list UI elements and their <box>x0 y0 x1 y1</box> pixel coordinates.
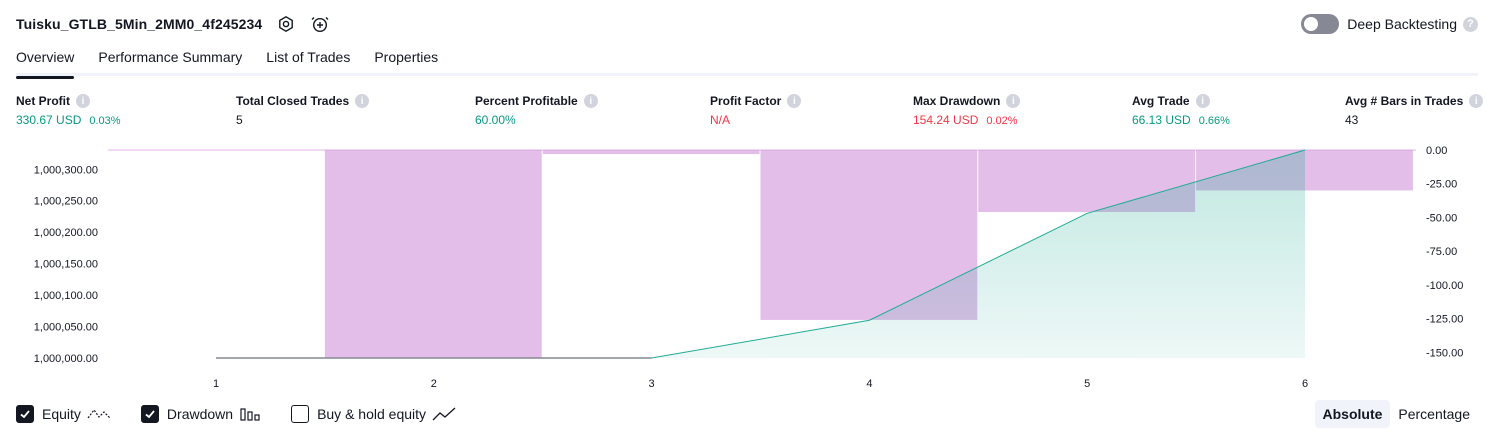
chart-canvas: 1,000,000.00 1,000,050.00 1,000,100.00 1,00… <box>34 145 1464 390</box>
alarm-add-icon[interactable] <box>310 14 330 34</box>
question-icon[interactable]: ? <box>1463 16 1478 32</box>
stat-value: N/A <box>710 113 731 127</box>
left-axis-tick-label: 1,000,100.00 <box>34 290 98 302</box>
right-axis-tick-label: -75.00 <box>1426 246 1457 258</box>
left-axis-tick-label: 1,000,000.00 <box>34 353 98 365</box>
deep-backtesting-label: Deep Backtesting <box>1347 16 1457 32</box>
info-icon[interactable]: i <box>1469 94 1484 108</box>
stat-label: Avg # Bars in Trades <box>1345 94 1464 108</box>
equity-checkbox[interactable] <box>16 405 34 423</box>
value-mode-switch: Absolute Percentage <box>1314 400 1479 428</box>
left-axis-tick-label: 1,000,050.00 <box>34 322 98 334</box>
right-axis-tick-label: -125.00 <box>1426 314 1463 326</box>
equity-line-icon <box>87 406 111 422</box>
stat-label: Total Closed Trades <box>236 94 350 108</box>
toggle-knob <box>1304 17 1319 31</box>
info-icon[interactable]: i <box>787 94 802 108</box>
info-icon[interactable]: i <box>76 94 90 108</box>
info-icon[interactable]: i <box>355 94 370 108</box>
legend-buy-hold-equity[interactable]: Buy & hold equity <box>291 405 456 423</box>
stat-label: Profit Factor <box>710 94 782 108</box>
stat-value: 154.24 USD <box>913 113 979 127</box>
tab-properties[interactable]: Properties <box>374 49 439 65</box>
x-axis-tick-label: 2 <box>431 378 437 390</box>
info-icon[interactable]: i <box>1195 94 1210 108</box>
drawdown-bar <box>324 150 542 358</box>
equity-line <box>651 149 1306 359</box>
info-icon[interactable]: i <box>1006 94 1021 108</box>
stat-label: Net Profit <box>16 94 70 108</box>
right-axis-tick-label: -50.00 <box>1426 212 1457 224</box>
chart-legend: Equity Drawdown Buy & hold equity <box>16 403 486 425</box>
stat-avg-bars-in-trades: Avg # Bars in Trades i 43 <box>1345 93 1484 129</box>
stat-label: Max Drawdown <box>913 94 1001 108</box>
stat-net-profit: Net Profit i 330.67 USD 0.03% <box>16 93 121 129</box>
left-axis-tick-label: 1,000,250.00 <box>34 196 98 208</box>
stat-percent: 0.66% <box>1198 115 1230 127</box>
stat-label: Avg Trade <box>1132 94 1190 108</box>
legend-equity[interactable]: Equity <box>16 405 111 423</box>
tab-performance-summary[interactable]: Performance Summary <box>98 49 243 65</box>
stat-value: 330.67 USD <box>16 113 82 127</box>
stat-percent-profitable: Percent Profitable i 60.00% <box>475 93 598 129</box>
x-axis-tick-label: 6 <box>1302 378 1308 390</box>
stat-value: 5 <box>236 113 243 127</box>
right-axis-tick-label: 0.00 <box>1426 145 1447 157</box>
x-axis-tick-label: 4 <box>866 378 872 390</box>
report-tabs: Overview Performance Summary List of Tra… <box>16 42 1478 79</box>
stat-avg-trade: Avg Trade i 66.13 USD 0.66% <box>1132 93 1230 129</box>
legend-label: Buy & hold equity <box>317 406 427 422</box>
left-axis-tick-label: 1,000,300.00 <box>34 164 98 176</box>
legend-drawdown[interactable]: Drawdown <box>140 405 261 423</box>
tab-overview[interactable]: Overview <box>16 42 75 79</box>
stat-total-closed-trades: Total Closed Trades i 5 <box>236 93 370 129</box>
stat-value: 66.13 USD <box>1132 113 1191 127</box>
equity-drawdown-chart[interactable]: 1,000,000.00 1,000,050.00 1,000,100.00 1,00… <box>0 140 1494 395</box>
stat-profit-factor: Profit Factor i N/A <box>710 93 802 129</box>
x-axis-tick-label: 3 <box>649 378 655 390</box>
x-axis-tick-label: 1 <box>213 378 219 390</box>
deep-backtesting-toggle[interactable] <box>1301 14 1340 34</box>
stat-value: 60.00% <box>475 113 516 127</box>
equity-area <box>216 150 1305 358</box>
percentage-button[interactable]: Percentage <box>1398 406 1470 422</box>
legend-label: Drawdown <box>166 406 234 422</box>
drawdown-bars-icon <box>239 406 261 422</box>
left-axis-tick-label: 1,000,200.00 <box>34 227 98 239</box>
tab-list-of-trades[interactable]: List of Trades <box>266 49 351 65</box>
stat-max-drawdown: Max Drawdown i 154.24 USD 0.02% <box>913 93 1021 129</box>
drawdown-checkbox[interactable] <box>140 405 159 423</box>
buy-hold-checkbox[interactable] <box>291 405 310 423</box>
stat-value: 43 <box>1345 113 1359 127</box>
deep-backtesting: Deep Backtesting ? <box>1301 12 1478 36</box>
buy-hold-line-icon <box>432 406 456 422</box>
right-axis-tick-label: -25.00 <box>1426 179 1457 191</box>
drawdown-bar <box>542 150 760 155</box>
x-axis-tick-label: 5 <box>1084 378 1090 390</box>
strategy-name: Tuisku_GTLB_5Min_2MM0_4f245234 <box>16 16 263 32</box>
stat-percent: 0.03% <box>89 115 121 127</box>
stat-percent: 0.02% <box>986 115 1018 127</box>
stat-label: Percent Profitable <box>475 94 578 108</box>
info-icon[interactable]: i <box>583 94 598 108</box>
right-axis-tick-label: -150.00 <box>1426 347 1463 359</box>
right-axis-tick-label: -100.00 <box>1426 280 1463 292</box>
left-axis-tick-label: 1,000,150.00 <box>34 259 98 271</box>
strategy-header: Tuisku_GTLB_5Min_2MM0_4f245234 <box>16 12 330 36</box>
absolute-button[interactable]: Absolute <box>1314 400 1391 428</box>
legend-label: Equity <box>42 406 81 422</box>
settings-icon[interactable] <box>276 14 296 34</box>
